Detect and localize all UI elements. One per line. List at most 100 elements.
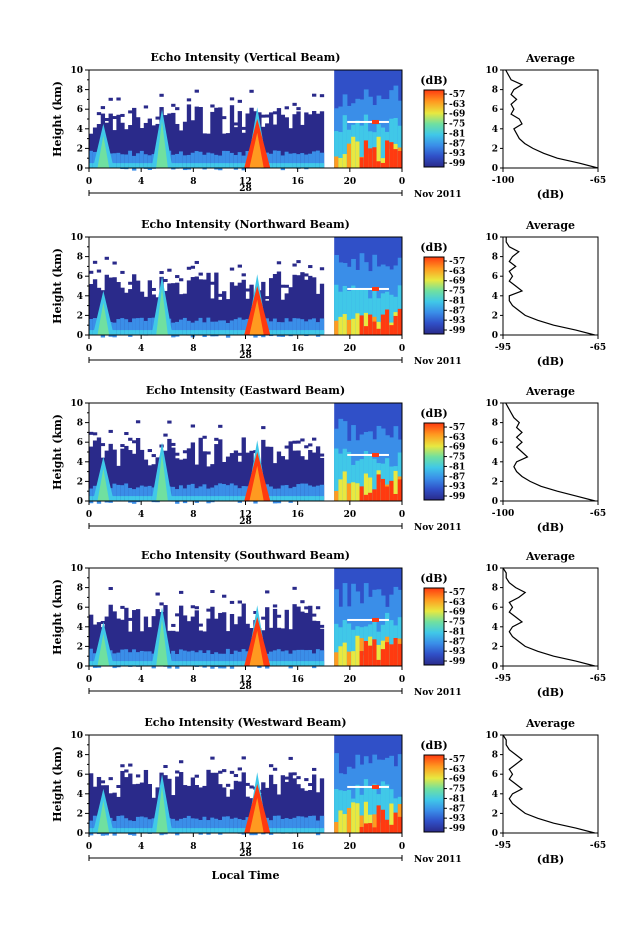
echo-cell [135, 609, 141, 666]
echo-cell [175, 330, 180, 335]
rain-cell [376, 474, 382, 501]
rain-cell [363, 823, 369, 833]
rain-cell [380, 478, 386, 501]
echo-cell [265, 114, 270, 118]
echo-cell [198, 819, 203, 835]
rain-cell [334, 490, 339, 501]
echo-cell [222, 484, 227, 499]
echo-cell [175, 275, 180, 279]
echo-cell [276, 649, 282, 664]
echo-cell [147, 163, 152, 168]
echo-cell [312, 330, 317, 335]
rain-cell [346, 623, 352, 666]
echo-cell [128, 773, 133, 833]
echo-cell [210, 772, 215, 833]
echo-cell [233, 122, 239, 126]
rain-cell [380, 127, 386, 168]
y-tick-label: 8 [77, 751, 83, 761]
colorbar-tick-label: -81 [449, 462, 465, 472]
echo-cell [233, 496, 239, 501]
echo-cell [312, 318, 317, 334]
avg-y-tick-label: 0 [492, 164, 498, 174]
heatmap-cells [89, 735, 403, 836]
echo-cell [284, 485, 289, 500]
echo-cell [304, 445, 309, 449]
echo-cell [292, 114, 297, 168]
bright-band [347, 287, 389, 290]
rain-cell [397, 125, 403, 168]
echo-cell [292, 604, 297, 666]
echo-cell [218, 439, 223, 501]
echo-cell [218, 612, 223, 666]
echo-cell [116, 484, 121, 500]
average-frame [502, 734, 599, 834]
colorbar-unit: (dB) [420, 407, 447, 420]
echo-cell [308, 605, 313, 666]
echo-cell [284, 293, 289, 335]
echo-cell [112, 330, 117, 335]
avg-y-tick-label: 10 [485, 399, 498, 409]
y-axis-label: Height (km) [51, 746, 64, 822]
echo-cell [104, 117, 109, 121]
echo-cell [112, 611, 117, 666]
echo-cell [319, 453, 325, 457]
echo-cell [308, 275, 313, 335]
panel-3: Echo Intensity (Eastward Beam) 0 2 4 6 8 10 Hei… [51, 384, 606, 534]
y-tick-label: 4 [77, 623, 83, 633]
echo-cell [245, 288, 250, 292]
echo-cell [190, 277, 196, 335]
echo-cell [120, 330, 125, 335]
rain-cell [342, 790, 348, 833]
echo-cell [206, 488, 211, 504]
rain-cell [397, 308, 403, 335]
echo-cell [237, 152, 242, 167]
echo-cell [245, 623, 250, 666]
echo-cell [182, 155, 188, 171]
rain-cell [334, 623, 339, 666]
echo-cell [233, 485, 239, 501]
echo-cell [304, 650, 309, 665]
echo-cell [206, 451, 211, 455]
echo-cell [300, 661, 305, 666]
y-tick-label: 0 [77, 829, 83, 839]
echo-cell [210, 330, 215, 335]
echo-cell [315, 496, 321, 501]
echo-cell [237, 488, 242, 503]
echo-cell [280, 155, 286, 171]
x-tick-label: 12 [239, 675, 252, 685]
echo-cell [315, 322, 321, 337]
echo-cell [178, 828, 184, 833]
rain-cell [355, 635, 361, 666]
echo-cell [190, 818, 196, 834]
echo-cell [89, 828, 94, 833]
echo-cell [186, 484, 192, 500]
echo-cell [151, 616, 156, 666]
y-tick-label: 10 [70, 564, 83, 574]
echo-cell [132, 440, 137, 444]
echo-cell [135, 420, 141, 424]
rain-cell [397, 479, 403, 501]
echo-cell [182, 785, 188, 833]
echo-cell [194, 163, 199, 168]
echo-cell [194, 276, 199, 335]
echo-cell [276, 271, 282, 335]
echo-cell [315, 446, 321, 501]
echo-cell [292, 153, 297, 168]
echo-cell [147, 280, 152, 335]
echo-cell [229, 483, 235, 499]
echo-cell [89, 318, 94, 334]
rain-cell [346, 319, 352, 335]
echo-cell [202, 484, 207, 500]
rain-cell [385, 486, 390, 501]
echo-cell [175, 776, 180, 833]
echo-cell [272, 784, 278, 833]
echo-cell [241, 163, 246, 168]
echo-cell [206, 618, 211, 666]
echo-cell [202, 652, 207, 668]
heatmap-cells [89, 70, 403, 171]
avg-y-tick-label: 6 [492, 105, 498, 115]
echo-cell [229, 496, 235, 501]
echo-cell [143, 105, 149, 109]
avg-y-tick-label: 2 [492, 144, 498, 154]
avg-y-tick-label: 4 [492, 292, 498, 302]
